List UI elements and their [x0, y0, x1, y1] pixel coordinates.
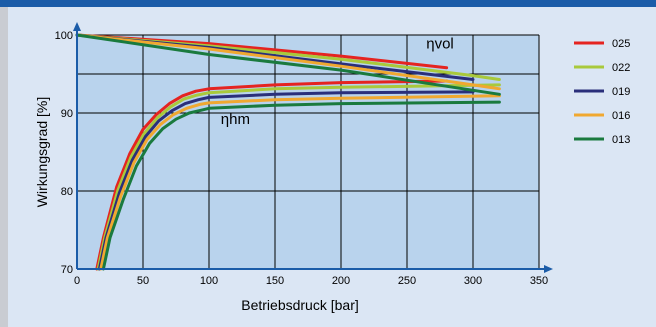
- x-tick-label-100: 100: [200, 275, 218, 287]
- x-axis-label: Betriebsdruck [bar]: [241, 297, 359, 313]
- header-accent-bar: [0, 0, 656, 7]
- y-tick-label-100: 100: [55, 30, 73, 42]
- tick-labels: 0 50 100 150 200 250 300 350 70 80 90 100: [55, 30, 549, 287]
- x-tick-label-50: 50: [137, 275, 149, 287]
- series-022-hm-line: [96, 83, 501, 271]
- series-013-vol-line: [75, 33, 501, 96]
- annotations: ηvol ηhm: [221, 35, 454, 128]
- y-tick-label-80: 80: [61, 186, 73, 198]
- x-tick-label-300: 300: [464, 275, 482, 287]
- legend-label-016: 016: [612, 110, 630, 122]
- y-axis-arrow-icon: [73, 22, 81, 31]
- legend-label-022: 022: [612, 62, 630, 74]
- series-025-hm-line: [95, 79, 449, 271]
- legend-label-013: 013: [612, 134, 630, 146]
- y-axis-label: Wirkungsgrad [%]: [34, 97, 50, 207]
- x-axis-arrow-icon: [544, 265, 553, 273]
- annotation-eta-hm-label: ηhm: [221, 111, 250, 128]
- x-tick-label-0: 0: [74, 275, 80, 287]
- series-019-hm-line: [97, 90, 475, 271]
- side-accent-bar: [0, 7, 8, 327]
- legend: 025 022 019 016 013: [574, 38, 630, 146]
- series-016-vol-line: [75, 33, 501, 91]
- annotation-eta-vol-label: ηvol: [426, 35, 454, 52]
- y-tick-label-70: 70: [61, 264, 73, 276]
- x-tick-label-200: 200: [332, 275, 350, 287]
- axes: [73, 22, 553, 273]
- x-tick-label-250: 250: [398, 275, 416, 287]
- x-tick-label-350: 350: [530, 275, 548, 287]
- series-013-hm-line: [101, 100, 501, 271]
- legend-label-025: 025: [612, 38, 630, 50]
- series-lines: [75, 33, 501, 271]
- grid-lines: [77, 34, 540, 269]
- y-tick-label-90: 90: [61, 108, 73, 120]
- series-016-hm-line: [99, 94, 501, 271]
- x-tick-label-150: 150: [266, 275, 284, 287]
- legend-label-019: 019: [612, 86, 630, 98]
